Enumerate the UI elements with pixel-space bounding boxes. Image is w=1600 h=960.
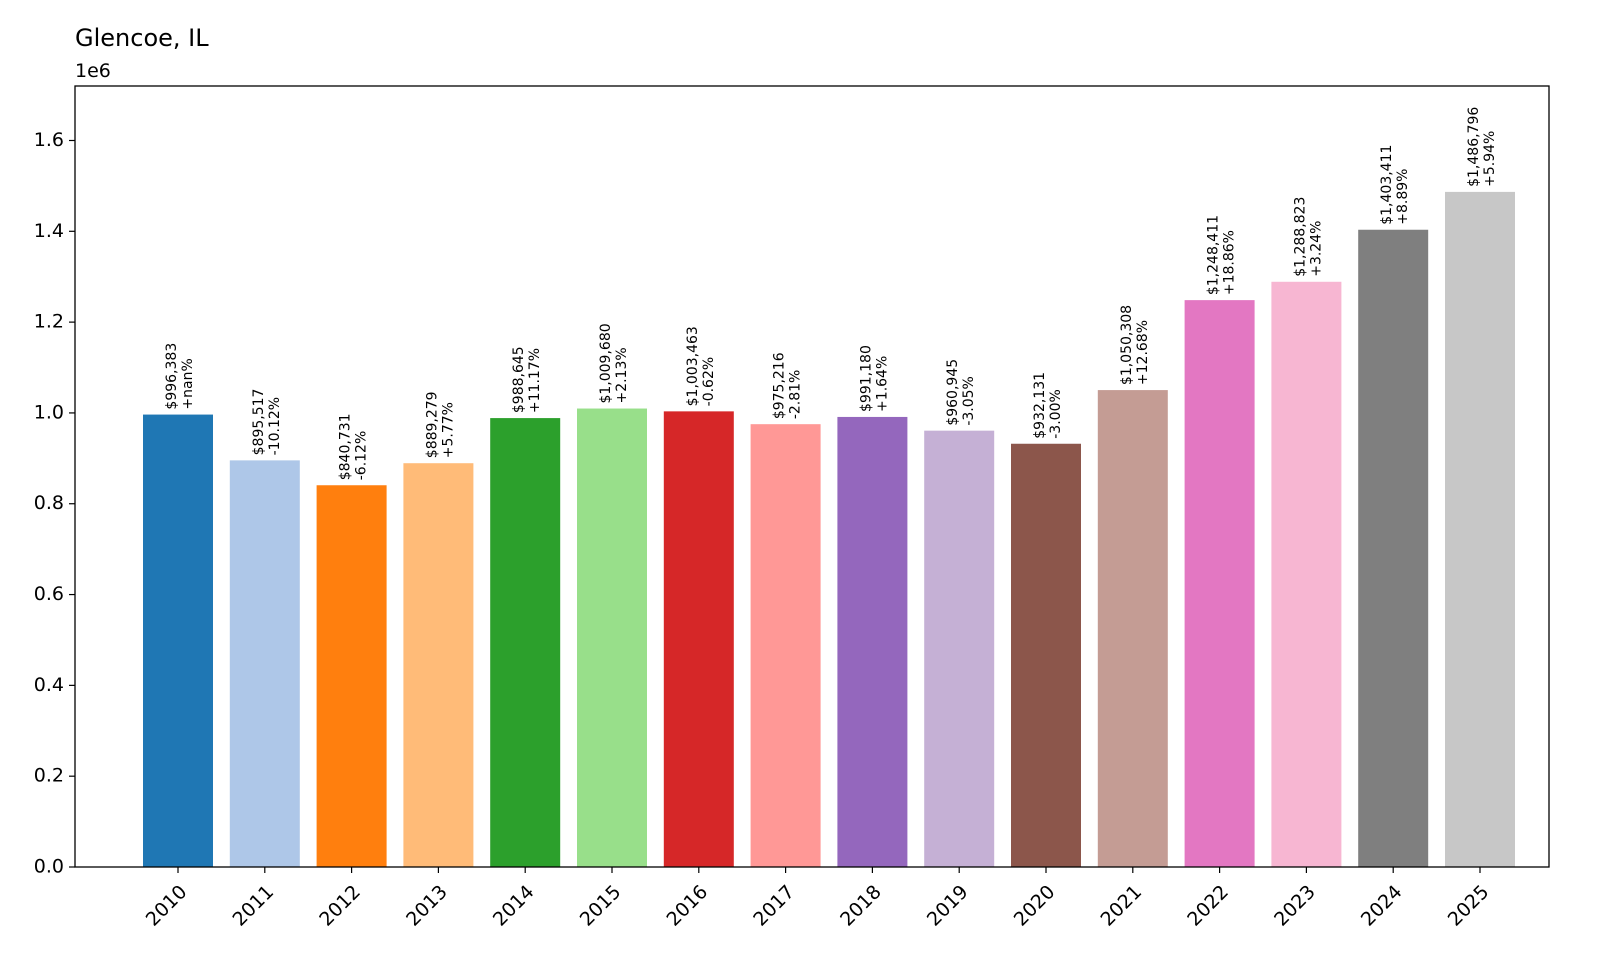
bar-change-label: +11.17% [527,348,543,413]
bar-2017 [750,424,821,867]
bar-change-label: -3.05% [961,376,977,426]
y-tick-label: 0.4 [34,674,64,696]
bar-value-label: $932,131 [1032,372,1048,439]
bar-change-label: +5.77% [440,402,456,458]
bar-change-label: -0.62% [701,357,717,407]
x-tick-label: 2016 [662,881,712,931]
bar-value-label: $960,945 [945,359,961,426]
bar-labels-layer: $996,383 +nan% $895,517 -10.12% $840,731 -6.1… [164,107,1498,481]
bar-value-label: $1,403,411 [1379,145,1395,225]
x-tick-label: 2021 [1096,881,1146,931]
x-tick-label: 2010 [142,881,192,931]
y-axis-offset-label: 1e6 [75,60,111,82]
x-tick-label: 2017 [749,881,799,931]
bar-value-label: $840,731 [338,413,354,480]
x-axis: 2010 2011 2012 2013 2014 2015 2016 2017 2018 2019… [142,867,1494,931]
x-tick-label: 2011 [228,881,278,931]
bar-change-label: +5.94% [1482,131,1498,187]
bar-2022 [1184,300,1255,867]
bar-value-label: $1,486,796 [1466,107,1482,187]
bar-2024 [1358,229,1429,867]
x-tick-label: 2015 [576,881,626,931]
y-tick-label: 1.6 [34,129,64,151]
y-tick-label: 0.8 [34,492,64,514]
y-tick-label: 1.2 [34,311,64,333]
y-tick-label: 0.2 [34,765,64,787]
bar-change-label: +2.13% [614,347,630,403]
bar-2013 [403,463,474,867]
bar-2025 [1445,191,1515,867]
bar-2023 [1271,281,1342,867]
y-tick-label: 1.4 [34,220,64,242]
bar-2011 [229,460,300,867]
x-tick-label: 2023 [1270,881,1320,931]
bar-2016 [663,411,734,867]
bar-2021 [1097,390,1168,867]
bar-value-label: $1,050,308 [1119,305,1135,385]
bar-2014 [490,418,561,867]
bar-2012 [316,485,387,867]
bar-value-label: $889,279 [424,391,440,458]
x-tick-label: 2014 [489,881,539,931]
y-tick-label: 0.0 [34,856,64,878]
x-tick-label: 2025 [1444,881,1494,931]
bar-change-label: +3.24% [1308,221,1324,277]
bar-value-label: $1,009,680 [598,323,614,403]
bar-2015 [577,408,647,867]
bar-value-label: $1,248,411 [1206,215,1222,295]
x-tick-label: 2022 [1183,881,1233,931]
chart-title: Glencoe, IL [75,24,209,52]
x-tick-label: 2019 [923,881,973,931]
bar-2018 [837,416,908,867]
x-tick-label: 2012 [315,881,365,931]
bars-layer [143,191,1515,867]
bar-value-label: $1,288,823 [1292,197,1308,277]
bar-value-label: $996,383 [164,343,180,410]
bar-change-label: +8.89% [1395,169,1411,225]
bar-value-label: $991,180 [858,345,874,412]
bar-change-label: +nan% [180,358,196,409]
bar-change-label: +1.64% [874,356,890,412]
x-tick-label: 2020 [1010,881,1060,931]
bar-change-label: -3.00% [1048,389,1064,439]
bar-change-label: -2.81% [788,370,804,420]
bar-value-label: $1,003,463 [685,326,701,406]
plot-frame [74,85,1550,868]
y-axis: 0.0 0.2 0.4 0.6 0.8 1.0 1.2 1.4 1.6 [34,129,75,878]
x-tick-label: 2024 [1357,881,1407,931]
bar-value-label: $988,645 [511,346,527,413]
x-tick-label: 2018 [836,881,886,931]
y-tick-label: 1.0 [34,401,64,423]
bar-2020 [1011,443,1081,867]
bar-change-label: -10.12% [267,397,283,455]
bar-2010 [143,414,213,867]
bar-change-label: -6.12% [354,431,370,481]
y-tick-label: 0.6 [34,583,64,605]
bar-change-label: +18.86% [1222,230,1238,295]
x-tick-label: 2013 [402,881,452,931]
bar-change-label: +12.68% [1135,320,1151,385]
bar-value-label: $975,216 [772,352,788,419]
bar-2019 [924,430,995,867]
bar-value-label: $895,517 [251,389,267,456]
